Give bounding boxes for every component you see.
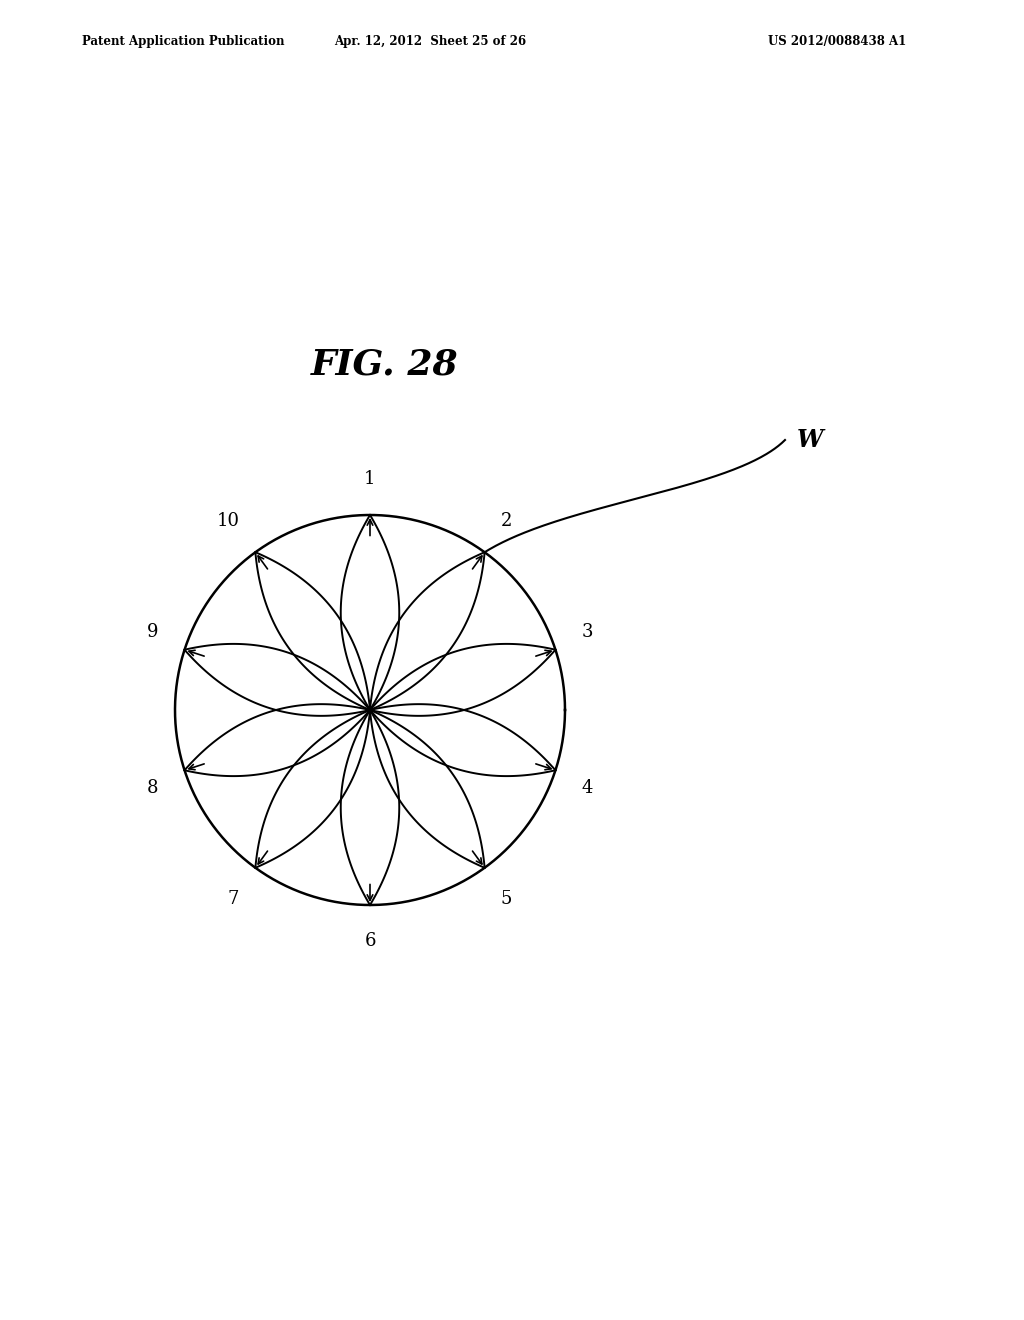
Text: 9: 9: [147, 623, 159, 642]
Text: 2: 2: [501, 512, 512, 531]
Text: 1: 1: [365, 470, 376, 487]
Text: FIG. 28: FIG. 28: [311, 348, 459, 381]
Text: 7: 7: [228, 890, 240, 908]
Text: 10: 10: [216, 512, 240, 531]
Text: 4: 4: [582, 779, 593, 797]
Text: 6: 6: [365, 932, 376, 950]
Text: US 2012/0088438 A1: US 2012/0088438 A1: [768, 36, 906, 48]
Text: 8: 8: [147, 779, 159, 797]
Text: W: W: [797, 428, 823, 451]
Text: 3: 3: [582, 623, 593, 642]
Text: Apr. 12, 2012  Sheet 25 of 26: Apr. 12, 2012 Sheet 25 of 26: [334, 36, 526, 48]
Text: Patent Application Publication: Patent Application Publication: [82, 36, 285, 48]
Text: 5: 5: [501, 890, 512, 908]
